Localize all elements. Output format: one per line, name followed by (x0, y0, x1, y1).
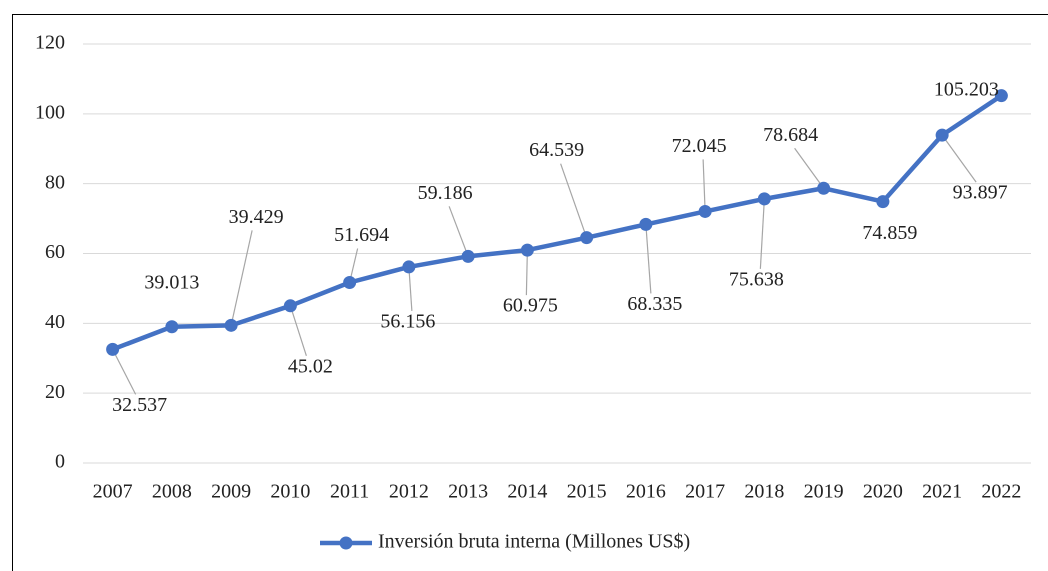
data-point (106, 342, 120, 356)
legend-label: Inversión bruta interna (Millones US$) (378, 531, 690, 553)
x-tick-label: 2015 (567, 481, 607, 503)
data-point (698, 204, 712, 218)
data-point (757, 192, 771, 206)
leader-line (408, 266, 413, 311)
data-point (876, 195, 890, 209)
leader-line (230, 230, 253, 326)
data-point (165, 320, 179, 334)
data-label: 56.156 (380, 311, 435, 333)
data-point (224, 318, 238, 332)
data-point (580, 231, 594, 245)
data-label: 74.859 (862, 222, 917, 244)
data-point (402, 260, 416, 274)
x-tick-label: 2017 (685, 481, 725, 503)
x-tick-label: 2019 (804, 481, 844, 503)
data-label: 51.694 (334, 224, 389, 246)
data-label: 68.335 (627, 293, 682, 315)
x-tick-label: 2021 (922, 481, 962, 503)
data-label: 60.975 (503, 295, 558, 317)
x-tick-label: 2007 (93, 481, 133, 503)
x-tick-label: 2011 (330, 481, 369, 503)
x-tick-label: 2022 (981, 481, 1021, 503)
data-label: 75.638 (729, 268, 784, 290)
data-label: 105.203 (934, 78, 999, 100)
data-point (935, 128, 949, 142)
x-tick-label: 2018 (744, 481, 784, 503)
y-tick-label: 0 (55, 451, 65, 473)
data-label: 39.013 (144, 271, 199, 293)
leader-line (759, 198, 765, 269)
chart-frame (12, 14, 1048, 571)
data-point (461, 249, 475, 263)
x-tick-label: 2008 (152, 481, 192, 503)
leader-line (560, 163, 588, 238)
x-tick-label: 2010 (270, 481, 310, 503)
data-label: 45.02 (288, 355, 333, 377)
leader-line (794, 147, 825, 189)
y-tick-label: 60 (45, 241, 65, 263)
leader-line (525, 250, 528, 296)
y-tick-label: 100 (35, 101, 65, 123)
leader-line (112, 349, 137, 395)
leader-line (941, 134, 977, 183)
leader-line (702, 159, 706, 212)
leader-line (645, 224, 652, 294)
data-label: 93.897 (953, 182, 1008, 204)
data-label: 59.186 (418, 182, 473, 204)
data-point (639, 217, 653, 231)
data-label: 39.429 (229, 206, 284, 228)
data-line (111, 93, 1003, 352)
x-tick-label: 2016 (626, 481, 666, 503)
legend-marker (339, 536, 353, 550)
y-tick-label: 80 (45, 171, 65, 193)
leader-line (289, 305, 307, 356)
x-tick-label: 2013 (448, 481, 488, 503)
x-tick-label: 2014 (507, 481, 547, 503)
y-tick-label: 120 (35, 32, 65, 54)
x-tick-label: 2012 (389, 481, 429, 503)
data-point (283, 299, 297, 313)
data-label: 32.537 (112, 394, 167, 416)
data-label: 72.045 (672, 135, 727, 157)
y-tick-label: 20 (45, 381, 65, 403)
data-label: 64.539 (529, 139, 584, 161)
x-tick-label: 2009 (211, 481, 251, 503)
data-point (343, 276, 357, 290)
data-label: 78.684 (763, 124, 818, 146)
data-point (520, 243, 534, 257)
x-tick-label: 2020 (863, 481, 903, 503)
data-point (817, 181, 831, 195)
leader-line (448, 206, 469, 257)
y-tick-label: 40 (45, 311, 65, 333)
data-point (994, 89, 1008, 103)
